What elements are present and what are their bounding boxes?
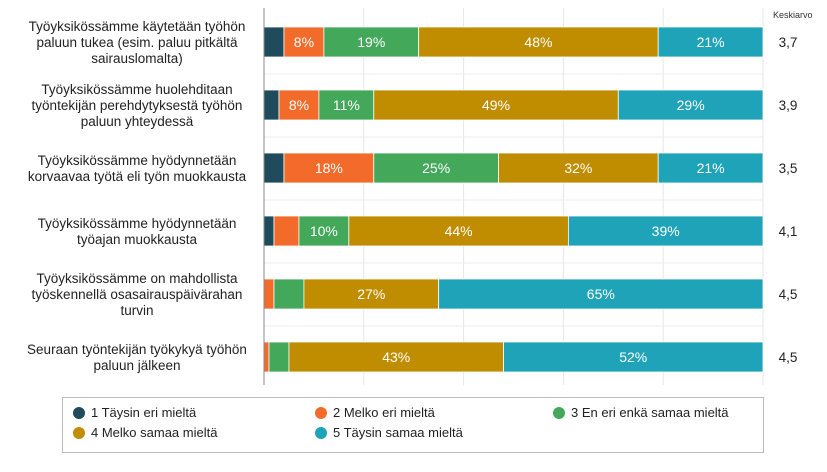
- data-label: 8%: [294, 34, 314, 50]
- mean-value: 4,5: [779, 350, 798, 365]
- bar-segment: [438, 278, 764, 310]
- bar-segment: [268, 341, 290, 373]
- category-label: Työyksikössämme käytetään työhön: [29, 19, 246, 34]
- legend-item: 2 Melko eri mieltä: [315, 405, 435, 420]
- legend-label: 3 En eri enkä samaa mieltä: [571, 405, 729, 420]
- bar-segment: [373, 152, 499, 184]
- mean-value: 4,1: [779, 224, 798, 239]
- bar-segment: [263, 215, 275, 247]
- category-label: paluun yhteydessä: [81, 114, 194, 129]
- category-label: työntekijän perehdytyksestä työhön: [32, 98, 243, 113]
- bar-segment: [283, 152, 375, 184]
- data-label: 65%: [587, 286, 615, 302]
- bar-segment: [303, 278, 440, 310]
- legend-label: 4 Melko samaa mieltä: [91, 425, 218, 440]
- bar-segment: [298, 215, 350, 247]
- mean-value: 4,5: [779, 287, 798, 302]
- legend-item: 4 Melko samaa mieltä: [73, 425, 217, 440]
- legend-label: 5 Täysin samaa mieltä: [333, 425, 463, 440]
- data-label: 8%: [289, 97, 309, 113]
- bar-segment: [263, 152, 285, 184]
- data-label: 29%: [677, 97, 705, 113]
- category-label: Työyksikössämme hyödynnetään: [38, 216, 237, 231]
- bar-segment: [617, 89, 764, 121]
- bar-segment: [283, 26, 325, 58]
- bar-segment: [657, 26, 764, 58]
- mean-value: 3,7: [779, 35, 798, 50]
- category-label: paluun tukea (esim. paluu pitkältä: [36, 35, 238, 50]
- category-label: Seuraan työntekijän työkykyä työhön: [27, 342, 247, 357]
- bar-segment: [498, 152, 659, 184]
- data-label: 49%: [482, 97, 510, 113]
- mean-value: 3,9: [779, 98, 798, 113]
- data-label: 11%: [333, 97, 360, 113]
- bar-segment: [318, 89, 375, 121]
- data-label: 10%: [310, 223, 338, 239]
- legend-swatch: [315, 426, 327, 439]
- bar-segment: [323, 26, 420, 58]
- bar-segment: [373, 89, 619, 121]
- bar-segment: [273, 215, 300, 247]
- category-label: työajan muokkausta: [77, 232, 198, 247]
- legend-swatch: [73, 406, 85, 419]
- mean-value: 3,5: [779, 161, 798, 176]
- data-label: 21%: [697, 34, 725, 50]
- legend-item: 5 Täysin samaa mieltä: [315, 425, 463, 440]
- data-label: 19%: [357, 34, 385, 50]
- data-label: 18%: [315, 160, 343, 176]
- bar-segment: [263, 26, 285, 58]
- bar-segment: [273, 278, 305, 310]
- legend-swatch: [315, 406, 327, 419]
- data-label: 32%: [564, 160, 592, 176]
- category-label: Työyksikössämme hyödynnetään: [38, 153, 237, 168]
- data-label: 25%: [422, 160, 450, 176]
- mean-header: Keskiarvo: [773, 10, 813, 20]
- bar-segment: [263, 89, 280, 121]
- data-label: 48%: [524, 34, 552, 50]
- legend-item: 3 En eri enkä samaa mieltä: [553, 405, 729, 420]
- category-label: Työyksikössämme on mahdollista: [36, 271, 238, 286]
- legend: 1 Täysin eri mieltä 2 Melko eri mieltä 3 E…: [62, 397, 764, 453]
- data-label: 52%: [619, 349, 647, 365]
- legend-swatch: [73, 426, 85, 439]
- data-label: 21%: [697, 160, 725, 176]
- category-label: sairauslomalta): [91, 51, 183, 66]
- chart-plot: Keskiarvo 8% 19% 48% 21% Työyksikössämme käyt…: [27, 8, 813, 385]
- legend-label: 2 Melko eri mieltä: [333, 405, 435, 420]
- bar-segment: [348, 215, 569, 247]
- category-label: paluun jälkeen: [93, 358, 180, 373]
- data-label: 39%: [652, 223, 680, 239]
- category-label: korvaavaa työtä eli työn muokkausta: [28, 169, 247, 184]
- data-label: 43%: [382, 349, 410, 365]
- category-label: turvin: [120, 303, 153, 318]
- bar-segment: [263, 278, 275, 310]
- data-label: 27%: [357, 286, 385, 302]
- category-label: Työyksikössämme huolehditaan: [41, 82, 232, 97]
- category-label: työskennellä osasairauspäivärahan: [32, 287, 243, 302]
- data-label: 44%: [445, 223, 473, 239]
- bar-segment: [263, 341, 270, 373]
- bar-segment: [657, 152, 764, 184]
- bar-segment: [278, 89, 320, 121]
- bar-segment: [503, 341, 764, 373]
- legend-swatch: [553, 406, 565, 419]
- bar-segment: [288, 341, 504, 373]
- bar-segment: [567, 215, 764, 247]
- legend-label: 1 Täysin eri mieltä: [91, 405, 197, 420]
- legend-item: 1 Täysin eri mieltä: [73, 405, 196, 420]
